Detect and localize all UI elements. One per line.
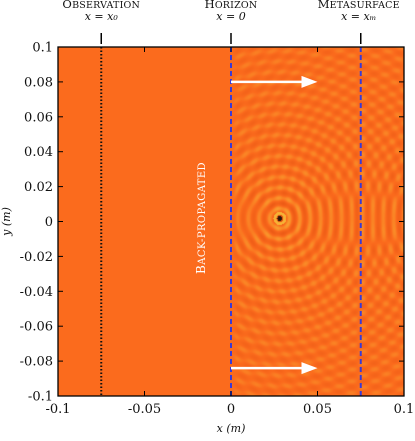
- x-tick-label: 0.05: [303, 402, 332, 417]
- y-tick-label: -0.02: [20, 250, 53, 265]
- arrows: [231, 75, 318, 375]
- y-axis-label: y (m): [0, 207, 13, 237]
- y-tick-label: 0: [45, 215, 53, 230]
- backpropagated-label: BACK-PROPAGATED: [194, 162, 208, 274]
- y-axis-ticks: 0.1 0.08 0.06 0.04 0.02 0 -0.02 -0.04 -0.06 -0.08…: [20, 41, 404, 405]
- y-tick-label: -0.1: [28, 390, 53, 405]
- arrow-head-1: [301, 362, 318, 375]
- x-tick-label: 0: [227, 402, 235, 417]
- marker-label-observation: OBSERVATION: [62, 0, 140, 11]
- plot-area: BACK-PROPAGATED: [57, 46, 405, 397]
- marker-sublabel-horizon: x = 0: [216, 10, 245, 23]
- y-tick-label: 0.04: [24, 145, 53, 160]
- marker-label-horizon: HORIZON: [205, 0, 258, 11]
- y-tick-label: -0.04: [20, 285, 53, 300]
- marker-sublabel-observation: x = x₀: [85, 10, 119, 23]
- y-tick-label: 0.06: [24, 110, 53, 125]
- x-tick-label: -0.05: [128, 402, 161, 417]
- y-tick-label: 0.02: [24, 180, 53, 195]
- wave-field-image: [231, 47, 404, 396]
- marker-label-metasurface: METASURFACE: [318, 0, 400, 11]
- marker-sublabel-metasurface: x = xₘ: [341, 10, 376, 23]
- y-tick-label: -0.08: [20, 355, 53, 370]
- x-axis-label: x (m): [217, 422, 246, 435]
- annotation: BACK-PROPAGATED: [194, 162, 208, 274]
- arrow-head-0: [301, 75, 318, 88]
- x-tick-label: -0.1: [45, 402, 70, 417]
- y-tick-label: -0.06: [20, 320, 53, 335]
- x-tick-label: 0.1: [394, 402, 415, 417]
- y-tick-label: 0.08: [24, 75, 53, 90]
- marker-lines: [100, 47, 362, 396]
- x-axis-ticks: -0.1 -0.05 0 0.05 0.1: [45, 47, 414, 417]
- y-tick-label: 0.1: [32, 41, 53, 56]
